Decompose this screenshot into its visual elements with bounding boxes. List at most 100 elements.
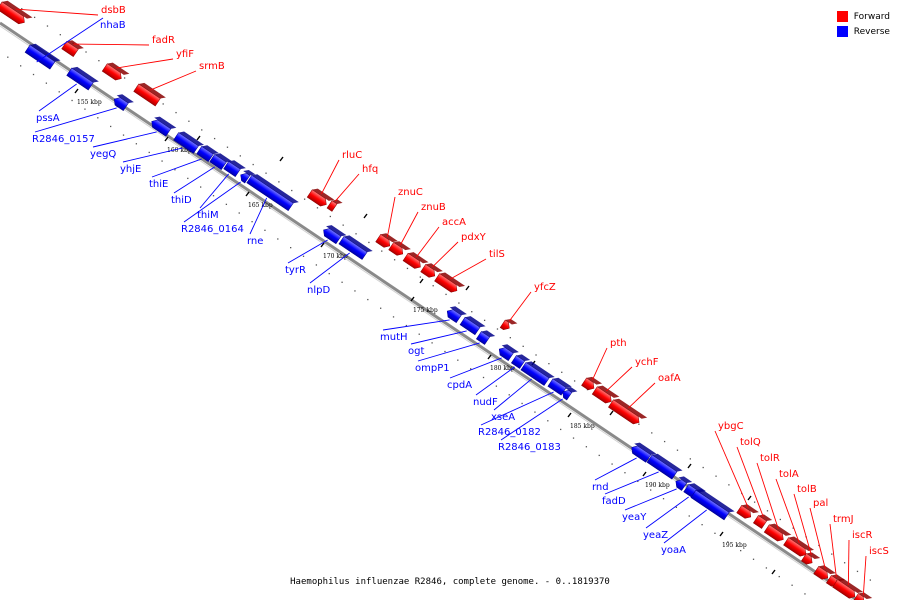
reverse-gene-block[interactable] (338, 233, 373, 262)
forward-gene-block[interactable] (752, 512, 773, 531)
gene-label[interactable]: R2846_0157 (32, 134, 95, 145)
gene-label[interactable]: nlpD (307, 285, 330, 296)
gene-label[interactable]: yoaA (661, 545, 686, 556)
gene-label[interactable]: fadD (602, 496, 626, 507)
reverse-gene-block[interactable] (520, 359, 555, 388)
gene-label[interactable]: tolB (797, 484, 817, 495)
gene-label[interactable]: trmJ (833, 514, 854, 525)
reverse-gene-block[interactable] (560, 385, 578, 402)
gene-label[interactable]: yegQ (90, 149, 116, 160)
gene-label[interactable]: rnd (592, 482, 609, 493)
gene-label[interactable]: iscR (852, 530, 872, 541)
forward-gene-block[interactable] (61, 38, 84, 59)
gene-label[interactable]: R2846_0182 (478, 427, 541, 438)
gene-label[interactable]: nhaB (100, 20, 126, 31)
gene-label[interactable]: cpdA (447, 380, 472, 391)
reverse-gene-block[interactable] (321, 223, 347, 246)
gene-label[interactable]: fadR (152, 35, 175, 46)
forward-gene-block[interactable] (800, 550, 821, 569)
gene-label[interactable]: ychF (635, 357, 659, 368)
forward-gene-block[interactable] (608, 396, 648, 428)
gene-label[interactable]: dsbB (101, 5, 126, 16)
gene-front-face (631, 445, 652, 463)
gene-label[interactable]: ybgC (718, 421, 744, 432)
forward-gene-block[interactable] (832, 576, 864, 600)
gene-label[interactable]: xseA (491, 412, 515, 423)
gene-label[interactable]: tolA (779, 469, 799, 480)
gene-label[interactable]: oafA (658, 373, 681, 384)
reverse-gene-block[interactable] (646, 452, 683, 482)
gene-label[interactable]: hfq (362, 164, 378, 175)
forward-gene-block[interactable] (326, 197, 343, 213)
gene-label[interactable]: mutH (380, 332, 408, 343)
gene-label[interactable]: tolR (760, 453, 780, 464)
gene-label[interactable]: pth (610, 338, 627, 349)
gene-label[interactable]: thiM (197, 210, 219, 221)
gene-label[interactable]: srmB (199, 61, 225, 72)
gene-label[interactable]: ompP1 (415, 363, 450, 374)
forward-gene-block[interactable] (591, 383, 620, 407)
reverse-gene-block[interactable] (223, 158, 246, 179)
forward-gene-block[interactable] (813, 563, 836, 584)
gene-label[interactable]: rne (247, 236, 263, 247)
forward-gene-block[interactable] (736, 502, 759, 523)
reverse-gene-block[interactable] (690, 487, 735, 522)
forward-gene-block[interactable] (581, 375, 603, 395)
reverse-gene-block[interactable] (497, 342, 519, 363)
forward-gene-block[interactable] (101, 60, 130, 84)
reverse-gene-block[interactable] (209, 151, 232, 172)
gene-label[interactable]: thiD (171, 195, 192, 206)
reverse-gene-block[interactable] (112, 92, 134, 113)
reverse-gene-block[interactable] (196, 143, 219, 164)
gene-label[interactable]: pssA (36, 113, 60, 124)
reverse-gene-block[interactable] (475, 328, 496, 347)
gene-label[interactable]: iscS (869, 546, 889, 557)
gene-label[interactable]: pdxY (461, 232, 487, 243)
gene-top-face (214, 153, 232, 163)
gene-label[interactable]: znuC (398, 187, 423, 198)
gene-label[interactable]: yhjE (120, 164, 141, 175)
reverse-gene-block[interactable] (673, 474, 693, 493)
gene-label[interactable]: yeaZ (643, 530, 668, 541)
forward-gene-block[interactable] (434, 270, 466, 296)
forward-gene-block[interactable] (375, 231, 398, 252)
reverse-gene-block[interactable] (173, 129, 205, 155)
minor-tick-dot (561, 371, 563, 373)
reverse-gene-block[interactable] (246, 172, 299, 213)
reverse-gene-block[interactable] (629, 440, 657, 464)
forward-gene-block[interactable] (402, 250, 429, 273)
gene-label[interactable]: znuB (421, 202, 446, 213)
reverse-gene-block[interactable] (547, 375, 572, 397)
gene-label[interactable]: R2846_0183 (498, 442, 561, 453)
reverse-gene-block[interactable] (66, 65, 99, 93)
gene-label[interactable]: pal (813, 498, 828, 509)
reverse-gene-block[interactable] (445, 304, 467, 325)
forward-gene-block[interactable] (783, 534, 815, 560)
gene-label[interactable]: tolQ (740, 437, 761, 448)
forward-gene-block[interactable] (133, 81, 166, 109)
reverse-gene-block[interactable] (238, 168, 256, 185)
gene-label[interactable]: yfcZ (534, 282, 556, 293)
gene-front-face (434, 273, 458, 293)
gene-label[interactable]: yfiF (176, 49, 194, 60)
gene-label[interactable]: ogt (408, 346, 424, 357)
gene-label[interactable]: accA (442, 217, 466, 228)
reverse-gene-block[interactable] (510, 352, 531, 371)
minor-tick-dot (212, 195, 215, 197)
gene-label[interactable]: rluC (342, 150, 362, 161)
gene-label[interactable]: tilS (489, 249, 505, 260)
reverse-gene-block[interactable] (459, 314, 486, 337)
forward-gene-block[interactable] (763, 521, 792, 545)
forward-gene-block[interactable] (0, 0, 33, 28)
forward-gene-block[interactable] (388, 239, 411, 260)
reverse-gene-block[interactable] (149, 114, 177, 138)
forward-gene-block[interactable] (306, 186, 335, 210)
gene-label[interactable]: R2846_0164 (181, 224, 244, 235)
gene-label[interactable]: thiE (149, 179, 168, 190)
gene-label[interactable]: tyrR (285, 265, 306, 276)
gene-label[interactable]: yeaY (622, 512, 647, 523)
forward-gene-block[interactable] (499, 317, 518, 334)
gene-label[interactable]: nudF (473, 397, 498, 408)
reverse-gene-block[interactable] (24, 42, 61, 72)
forward-gene-block[interactable] (420, 261, 443, 282)
